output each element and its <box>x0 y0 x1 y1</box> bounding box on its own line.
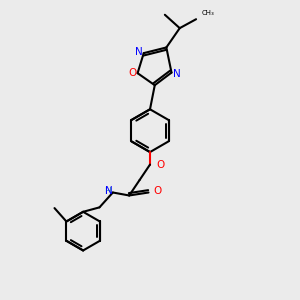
Text: CH₃: CH₃ <box>201 10 214 16</box>
Text: O: O <box>153 186 161 196</box>
Text: N: N <box>173 69 181 79</box>
Text: O: O <box>128 68 136 78</box>
Text: N: N <box>105 186 113 196</box>
Text: N: N <box>134 46 142 57</box>
Text: H: H <box>105 187 111 196</box>
Text: O: O <box>156 160 164 170</box>
